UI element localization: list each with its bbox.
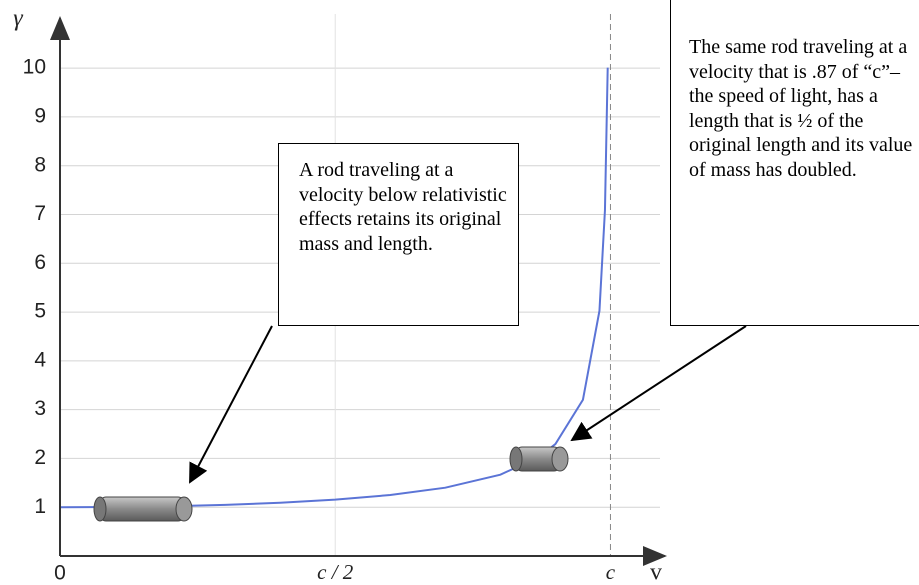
y-tick-label: 4: [34, 348, 46, 371]
annotation-box: A rod traveling at a velocity below rela…: [278, 143, 519, 326]
x-axis-label: v: [650, 560, 662, 585]
y-tick-label: 10: [23, 56, 46, 79]
y-tick-label: 9: [34, 104, 46, 127]
y-tick-label: 7: [34, 202, 46, 225]
y-tick-label: 8: [34, 153, 46, 176]
rod-slow: [94, 497, 192, 521]
arrow: [572, 326, 746, 440]
y-tick-label: 6: [34, 251, 46, 274]
y-axis-label: γ: [13, 6, 23, 32]
x-tick-label: c / 2: [317, 560, 354, 584]
x-tick-label: 0: [54, 562, 66, 585]
y-tick-label: 5: [34, 300, 46, 323]
page: γ v 1 2 3 4 5 6 7 8 9 10 0 c / 2 c A rod traveling a…: [0, 0, 919, 585]
rod-fast: [510, 447, 568, 471]
y-tick-label: 3: [34, 397, 46, 420]
annotation-box: The same rod traveling at a velocity tha…: [670, 0, 919, 326]
y-tick-label: 1: [34, 495, 46, 518]
x-tick-label: c: [606, 560, 616, 584]
y-tick-label: 2: [34, 446, 46, 469]
